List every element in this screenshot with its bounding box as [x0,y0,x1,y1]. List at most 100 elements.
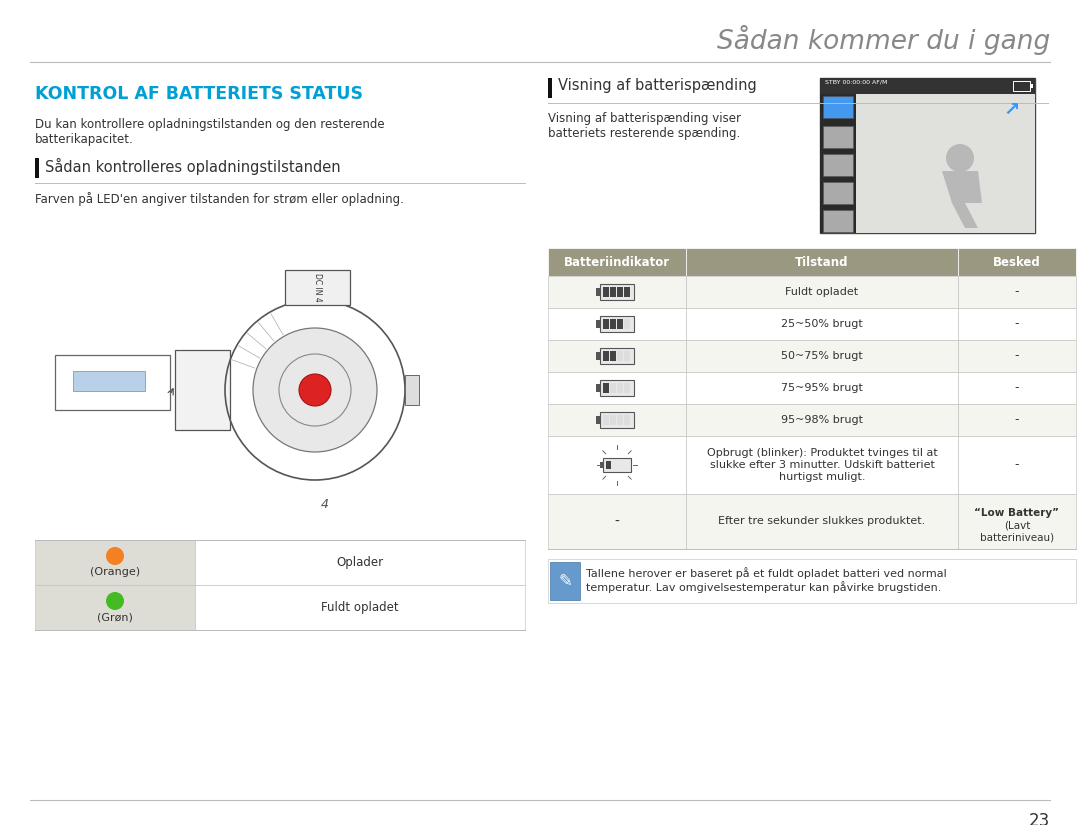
Bar [823,126,853,148]
Bar [548,404,686,436]
Bar [958,276,1076,308]
Bar [610,415,616,425]
Bar [600,412,634,428]
Text: Fuldt opladet: Fuldt opladet [321,601,399,614]
Text: Farven på LED'en angiver tilstanden for strøm eller opladning.: Farven på LED'en angiver tilstanden for … [35,192,404,206]
Bar [195,585,525,630]
Polygon shape [942,171,982,203]
Text: “Low Battery”: “Low Battery” [974,508,1059,518]
Bar [958,308,1076,340]
Bar [686,276,958,308]
Bar [603,383,609,393]
Bar [958,404,1076,436]
Text: DC IN 4: DC IN 4 [313,273,322,302]
Bar [624,415,630,425]
Bar [686,494,958,549]
Circle shape [299,374,330,406]
Circle shape [106,547,124,565]
Bar [600,284,634,300]
Bar [73,371,145,391]
Bar [856,94,1035,233]
Text: KONTROL AF BATTERIETS STATUS: KONTROL AF BATTERIETS STATUS [35,85,363,103]
Bar [175,350,230,430]
Bar [55,355,170,410]
Text: -: - [1015,285,1020,299]
Text: STBY 00:00:00 AF/M: STBY 00:00:00 AF/M [825,80,888,85]
Bar [823,210,853,232]
Bar [823,182,853,204]
Bar [548,559,1076,603]
Bar [958,494,1076,549]
Bar [820,94,856,233]
Bar [548,308,686,340]
Bar [617,287,623,297]
Text: 23: 23 [1029,812,1050,825]
Bar [610,351,616,361]
Bar [610,319,616,329]
Bar [548,436,686,494]
Bar [958,372,1076,404]
Bar [617,383,623,393]
Bar [958,248,1076,276]
Text: Visning af batterispænding: Visning af batterispænding [558,78,757,93]
Bar [686,308,958,340]
Bar [550,562,580,600]
Bar [823,154,853,176]
Text: 75~95% brugt: 75~95% brugt [781,383,863,393]
Bar [35,585,195,630]
Bar [405,375,419,405]
Circle shape [946,144,974,172]
Bar [823,96,853,118]
Bar [617,351,623,361]
Bar [600,380,634,396]
Bar [617,319,623,329]
Bar [603,287,609,297]
Text: Fuldt opladet: Fuldt opladet [785,287,859,297]
Bar [548,372,686,404]
Text: Efter tre sekunder slukkes produktet.: Efter tre sekunder slukkes produktet. [718,516,926,526]
Text: Opbrugt (blinker): Produktet tvinges til at
slukke efter 3 minutter. Udskift bat: Opbrugt (blinker): Produktet tvinges til… [706,449,937,482]
Polygon shape [951,203,978,228]
Text: Tallene herover er baseret på et fuldt opladet batteri ved normal
temperatur. La: Tallene herover er baseret på et fuldt o… [586,567,947,593]
Text: 95~98% brugt: 95~98% brugt [781,415,863,425]
Bar [596,384,600,392]
Text: -: - [1015,350,1020,362]
Bar [606,461,610,469]
Bar [686,404,958,436]
Text: ✎: ✎ [558,572,572,590]
Text: Batteriindikator: Batteriindikator [564,256,670,268]
Bar [820,78,1035,233]
Text: 50~75% brugt: 50~75% brugt [781,351,863,361]
Bar [548,78,552,98]
Bar [596,288,600,296]
Bar [624,351,630,361]
Bar [686,372,958,404]
Bar [820,78,1035,94]
Text: (Orange): (Orange) [90,567,140,577]
Circle shape [253,328,377,452]
Bar [35,158,39,178]
Bar [600,316,634,332]
Text: ↗: ↗ [1003,100,1020,119]
Text: 25~50% brugt: 25~50% brugt [781,319,863,329]
Bar [603,415,609,425]
Bar [958,340,1076,372]
Bar [1030,84,1032,88]
Text: -: - [1015,459,1020,472]
Bar [624,383,630,393]
Bar [686,436,958,494]
Bar [603,458,631,472]
Bar [610,287,616,297]
Text: Oplader: Oplader [337,556,383,569]
Bar [548,248,686,276]
Bar [596,320,600,328]
Bar [35,540,195,585]
Text: Sådan kontrolleres opladningstilstanden: Sådan kontrolleres opladningstilstanden [45,158,340,175]
Text: 4: 4 [321,498,329,511]
Text: -: - [1015,381,1020,394]
Text: Besked: Besked [994,256,1041,268]
Text: (Grøn): (Grøn) [97,612,133,622]
Bar [195,540,525,585]
Text: Du kan kontrollere opladningstilstanden og den resterende
batterikapacitet.: Du kan kontrollere opladningstilstanden … [35,118,384,146]
Text: -: - [1015,413,1020,427]
